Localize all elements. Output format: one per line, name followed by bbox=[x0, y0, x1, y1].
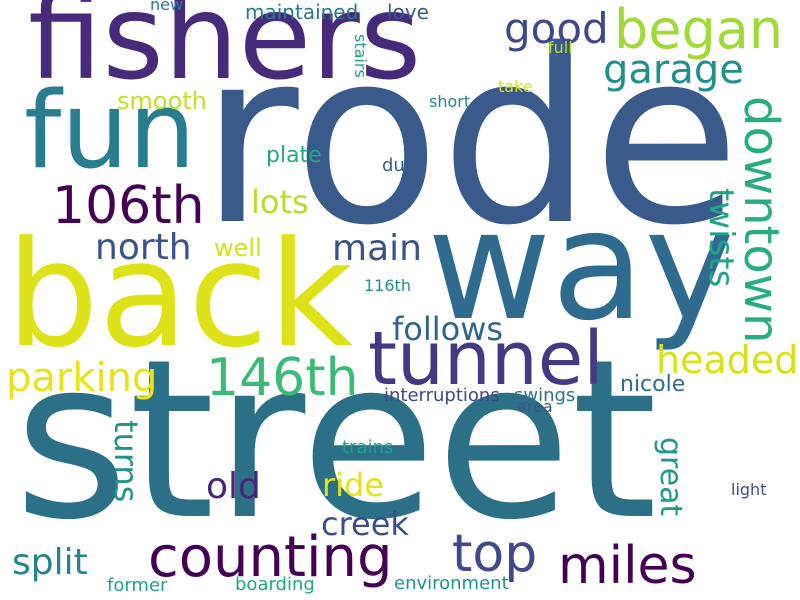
word-106th: 106th bbox=[52, 176, 205, 236]
word-old: old bbox=[206, 466, 261, 507]
word-maintained: maintained bbox=[245, 0, 359, 24]
word-main: main bbox=[332, 228, 422, 269]
word-way: way bbox=[427, 177, 735, 354]
word-light: light bbox=[731, 480, 767, 499]
word-116th: 116th bbox=[364, 276, 411, 295]
word-twists: twists bbox=[701, 188, 741, 288]
word-fun: fun bbox=[24, 69, 196, 192]
word-counting: counting bbox=[148, 525, 393, 590]
word-north: north bbox=[95, 227, 192, 268]
word-due: due bbox=[382, 155, 416, 176]
word-street: street bbox=[14, 312, 658, 568]
word-short: short bbox=[429, 92, 471, 111]
word-great: great bbox=[653, 437, 688, 517]
word-split: split bbox=[12, 542, 88, 583]
word-top: top bbox=[452, 524, 538, 584]
word-well: well bbox=[214, 234, 262, 262]
word-former: former bbox=[107, 575, 168, 596]
word-boarding: boarding bbox=[235, 574, 315, 595]
word-rode: rode bbox=[200, 0, 741, 278]
word-downtown: downtown bbox=[733, 96, 789, 344]
word-interruptions: interruptions bbox=[384, 385, 500, 406]
word-back: back bbox=[6, 210, 353, 380]
word-area: area bbox=[517, 397, 553, 416]
word-full: full bbox=[548, 38, 573, 57]
word-plate: plate bbox=[266, 143, 322, 168]
word-turns: turns bbox=[107, 420, 145, 503]
word-fishers: fishers bbox=[28, 0, 422, 106]
word-love: love bbox=[387, 0, 429, 24]
word-lots: lots bbox=[251, 183, 309, 221]
word-headed: headed bbox=[656, 338, 799, 382]
word-new: new bbox=[150, 0, 184, 14]
word-swings: swings bbox=[514, 385, 576, 406]
word-follows: follows bbox=[392, 310, 504, 348]
word-creek: creek bbox=[321, 505, 409, 543]
word-good: good bbox=[504, 4, 609, 53]
word-nicole: nicole bbox=[620, 372, 686, 397]
word-take: take bbox=[498, 77, 533, 96]
word-began: began bbox=[614, 0, 784, 61]
word-parking: parking bbox=[6, 355, 158, 401]
word-146th: 146th bbox=[206, 348, 359, 408]
word-ride: ride bbox=[322, 466, 385, 504]
word-tunnel: tunnel bbox=[368, 316, 604, 402]
word-smooth: smooth bbox=[117, 87, 207, 115]
word-stairs: stairs bbox=[351, 34, 370, 78]
word-environment: environment bbox=[394, 573, 509, 594]
word-garage: garage bbox=[603, 47, 744, 93]
word-miles: miles bbox=[558, 536, 697, 596]
word-trains: trains bbox=[342, 437, 394, 458]
